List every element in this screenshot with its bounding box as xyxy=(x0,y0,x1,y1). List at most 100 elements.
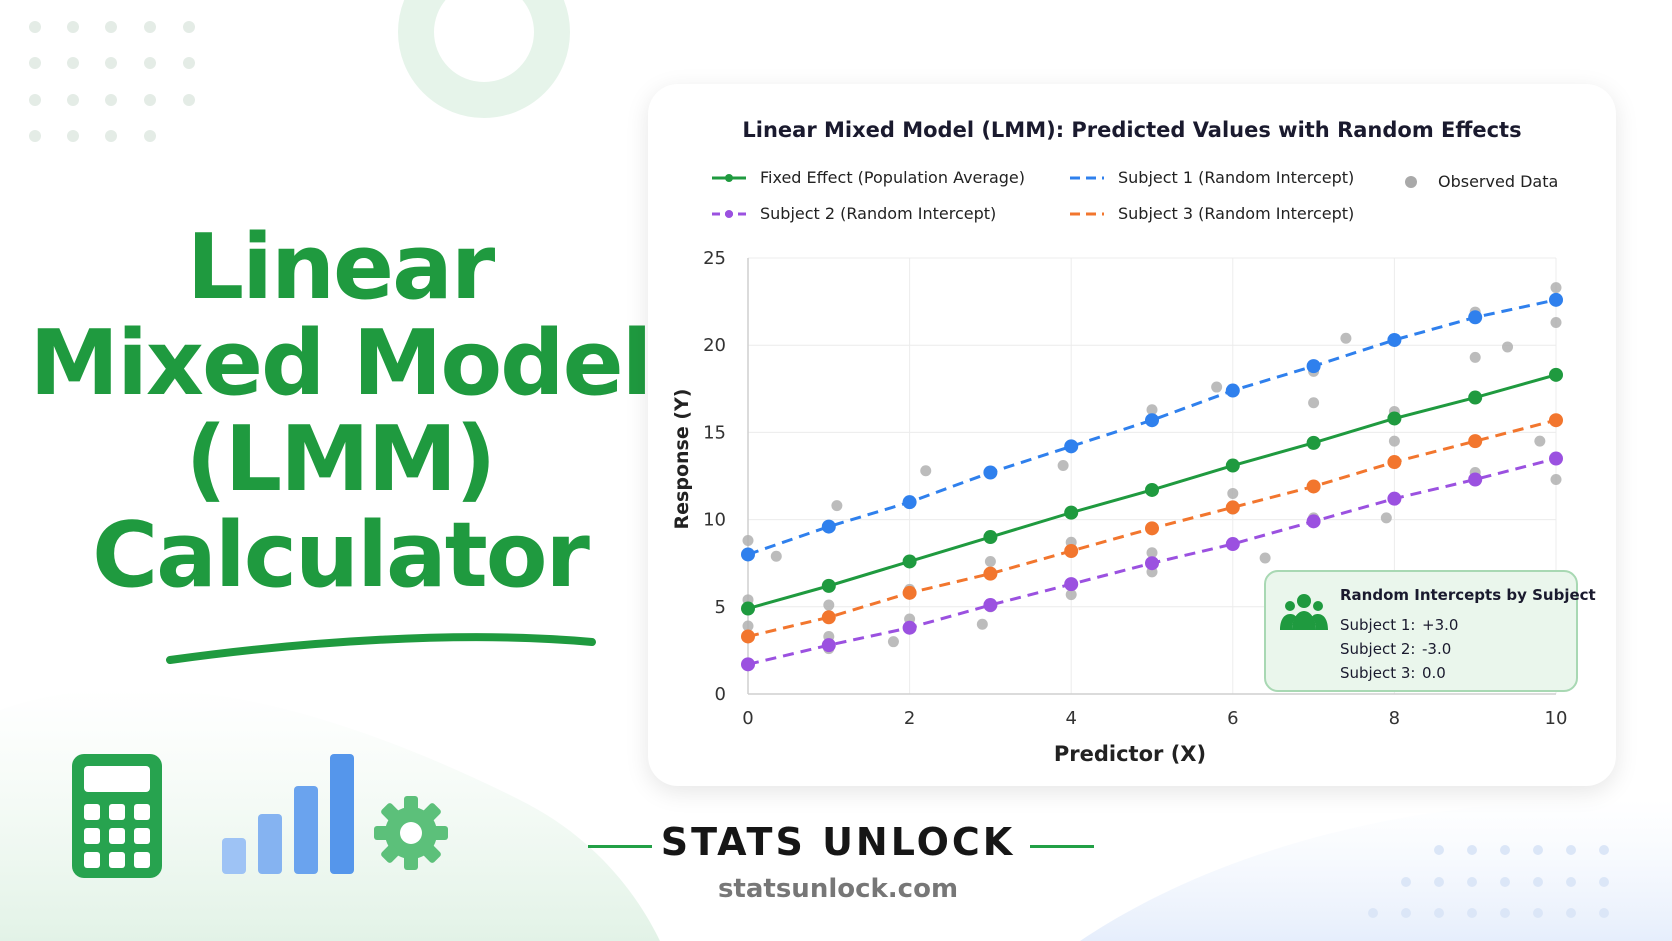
series-point-0 xyxy=(1064,505,1079,520)
x-tick-label: 6 xyxy=(1227,708,1238,729)
calculator-icon xyxy=(72,754,162,878)
observed-point xyxy=(1227,487,1239,499)
observed-point xyxy=(1550,473,1562,485)
legend-swatch-fixed-effect xyxy=(712,173,746,182)
series-point-1 xyxy=(1468,310,1483,325)
legend-label-subject-1: Subject 1 (Random Intercept) xyxy=(1118,168,1355,187)
random-intercepts-title: Random Intercepts by Subject xyxy=(1340,586,1596,604)
intercept-label: Subject 1: xyxy=(1340,616,1416,634)
observed-point xyxy=(1388,435,1400,447)
intercept-row-subject-1: Subject 1: +3.0 xyxy=(1340,616,1458,634)
series-point-2 xyxy=(1064,577,1079,592)
series-point-0 xyxy=(821,578,836,593)
series-line-1 xyxy=(747,298,1557,556)
observed-point xyxy=(1502,341,1514,353)
y-tick-label: 15 xyxy=(703,422,726,443)
intercept-value: -3.0 xyxy=(1422,640,1452,658)
series-point-3 xyxy=(821,610,836,625)
series-point-3 xyxy=(1549,413,1563,428)
observed-point xyxy=(1340,332,1352,344)
observed-point xyxy=(1146,404,1158,416)
observed-point xyxy=(1550,317,1562,329)
observed-point xyxy=(770,550,782,562)
headline-underline xyxy=(166,633,596,664)
headline-line-2: Mixed Model xyxy=(29,311,653,416)
series-point-3 xyxy=(1064,543,1079,558)
legend-label-fixed-effect: Fixed Effect (Population Average) xyxy=(760,168,1026,187)
observed-point xyxy=(887,636,899,648)
observed-point xyxy=(823,599,835,611)
observed-point xyxy=(1534,435,1546,447)
brand-site[interactable]: statsunlock.com xyxy=(717,874,959,904)
series-point-1 xyxy=(983,465,998,480)
x-tick-label: 10 xyxy=(1545,708,1568,729)
y-tick-label: 0 xyxy=(715,684,726,705)
series-point-3 xyxy=(1225,500,1240,515)
observed-point xyxy=(1380,512,1392,524)
series-point-3 xyxy=(1145,521,1159,536)
series-point-3 xyxy=(1306,479,1321,494)
legend-item-fixed-effect: Fixed Effect (Population Average) xyxy=(712,168,1025,187)
intercept-row-subject-3: Subject 3: 0.0 xyxy=(1340,664,1446,682)
observed-point xyxy=(976,618,988,630)
series-point-2 xyxy=(983,598,998,613)
observed-point xyxy=(742,535,754,547)
series-point-3 xyxy=(741,629,755,644)
random-intercepts-box: Random Intercepts by Subject Subject 1: +… xyxy=(1264,570,1596,692)
observed-point xyxy=(1550,282,1562,294)
series-point-2 xyxy=(1549,451,1563,466)
series-point-1 xyxy=(821,519,836,534)
bar-chart-icon xyxy=(222,754,354,874)
series-point-2 xyxy=(1468,472,1483,487)
series-point-2 xyxy=(1145,556,1159,571)
series-point-1 xyxy=(741,547,755,562)
y-tick-label: 5 xyxy=(715,597,726,618)
observed-point xyxy=(1065,589,1077,601)
observed-point xyxy=(742,620,754,632)
brand-line-left xyxy=(588,845,652,848)
series-point-0 xyxy=(1387,411,1402,426)
intercept-value: +3.0 xyxy=(1422,616,1459,634)
observed-point xyxy=(920,465,932,477)
series-point-1 xyxy=(1064,439,1079,454)
series-point-0 xyxy=(983,530,998,545)
observed-point xyxy=(831,500,843,512)
intercept-value: 0.0 xyxy=(1422,664,1446,682)
headline-line-4: Calculator xyxy=(92,503,590,608)
chart-plot: 0 2 4 6 8 10 0 5 10 15 20 25 xyxy=(703,248,1568,729)
legend-swatch-observed xyxy=(1405,175,1417,188)
series-point-3 xyxy=(1387,455,1402,470)
legend-label-observed: Observed Data xyxy=(1438,172,1559,191)
gear-icon xyxy=(374,796,448,870)
series-point-1 xyxy=(1225,383,1240,398)
x-tick-label: 0 xyxy=(742,708,753,729)
observed-point xyxy=(1211,381,1223,393)
series-point-2 xyxy=(741,657,755,672)
series-point-0 xyxy=(741,601,755,616)
observed-point xyxy=(984,555,996,567)
brand-name: STATS UNLOCK xyxy=(660,820,1016,864)
intercept-label: Subject 2: xyxy=(1340,640,1416,658)
x-tick-label: 4 xyxy=(1065,708,1076,729)
y-axis-label: Response (Y) xyxy=(671,388,693,530)
series-point-2 xyxy=(1387,491,1402,506)
people-icon xyxy=(1280,594,1328,630)
series-point-0 xyxy=(1306,435,1321,450)
series-point-2 xyxy=(821,638,836,653)
series-point-3 xyxy=(983,566,998,581)
legend-item-subject-2: Subject 2 (Random Intercept) xyxy=(712,204,996,223)
legend-label-subject-3: Subject 3 (Random Intercept) xyxy=(1118,204,1355,223)
headline-line-3: (LMM) xyxy=(185,407,497,512)
series-point-1 xyxy=(1306,359,1321,374)
series-point-3 xyxy=(1468,434,1483,449)
series-point-1 xyxy=(1145,413,1159,428)
y-tick-label: 10 xyxy=(703,510,726,531)
legend-swatch-subject-2 xyxy=(712,209,746,218)
legend-swatch-subject-1 xyxy=(1070,176,1104,179)
x-tick-label: 2 xyxy=(904,708,915,729)
series-point-0 xyxy=(1225,458,1240,473)
series-point-0 xyxy=(1549,367,1563,382)
legend-swatch-subject-3 xyxy=(1070,212,1104,215)
headline-line-1: Linear xyxy=(186,215,495,320)
legend-item-observed: Observed Data xyxy=(1404,172,1558,191)
